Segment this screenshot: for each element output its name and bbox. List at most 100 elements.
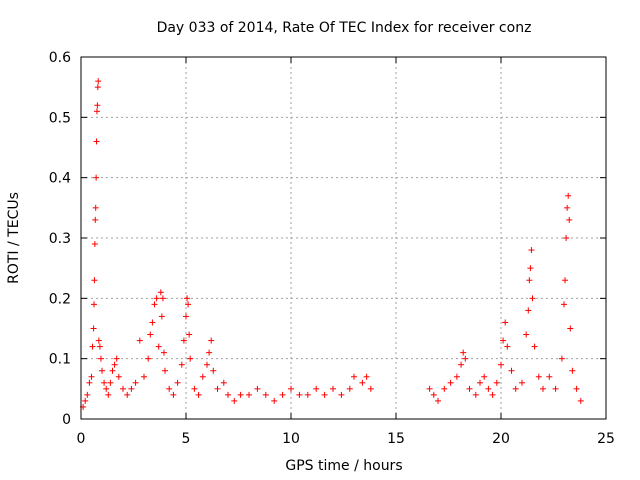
- data-point: [157, 289, 164, 296]
- data-point: [101, 379, 108, 386]
- data-point: [562, 277, 569, 284]
- data-point: [552, 385, 559, 392]
- data-point: [96, 343, 103, 350]
- data-point: [351, 373, 357, 380]
- data-point: [88, 373, 95, 380]
- data-point: [186, 331, 193, 338]
- data-point: [92, 216, 99, 223]
- data-point: [426, 385, 433, 392]
- data-point: [180, 337, 187, 344]
- data-point: [159, 295, 166, 302]
- data-point: [141, 373, 147, 380]
- data-point: [113, 355, 120, 362]
- data-point: [199, 373, 206, 380]
- y-tick-label: 0.3: [49, 231, 71, 247]
- data-point: [208, 337, 215, 344]
- data-point: [99, 367, 105, 374]
- y-axis-label: ROTI / TECUs: [6, 192, 22, 284]
- data-point: [564, 204, 571, 211]
- data-point: [458, 361, 465, 368]
- y-tick-label: 0.1: [49, 352, 71, 368]
- data-point: [90, 325, 97, 332]
- x-tick-label: 20: [492, 431, 510, 447]
- chart-title: Day 033 of 2014, Rate Of TEC Index for r…: [157, 20, 532, 36]
- data-point: [535, 373, 542, 380]
- data-point: [109, 367, 116, 374]
- data-point: [93, 174, 100, 181]
- data-point: [160, 349, 167, 356]
- data-point: [204, 361, 210, 368]
- data-point: [206, 349, 213, 356]
- data-point: [120, 385, 126, 392]
- x-tick-label: 0: [77, 431, 86, 447]
- data-point: [453, 373, 460, 380]
- data-point: [338, 391, 345, 398]
- data-point: [132, 379, 139, 386]
- data-point: [237, 391, 244, 398]
- grid: [81, 57, 606, 419]
- data-point: [262, 391, 269, 398]
- data-point: [481, 373, 488, 380]
- data-point: [563, 235, 570, 241]
- data-point: [502, 319, 509, 326]
- data-point: [498, 361, 504, 368]
- data-point: [567, 325, 574, 332]
- x-tick-label: 10: [282, 431, 300, 447]
- data-point: [526, 277, 533, 284]
- data-point: [447, 379, 454, 386]
- data-point: [149, 319, 156, 326]
- data-point: [86, 379, 93, 386]
- data-point: [94, 102, 101, 109]
- data-point: [296, 391, 303, 398]
- data-point: [178, 361, 185, 368]
- data-point: [430, 391, 437, 398]
- data-point: [107, 379, 114, 386]
- data-point: [187, 355, 194, 362]
- data-point: [214, 385, 221, 392]
- data-point: [528, 247, 535, 254]
- data-point: [435, 397, 441, 404]
- data-point: [279, 391, 286, 398]
- data-point: [254, 385, 261, 392]
- data-point: [288, 385, 294, 392]
- data-point: [460, 349, 467, 356]
- data-point: [546, 373, 553, 380]
- data-point: [220, 379, 227, 386]
- axis-ticks: [80, 56, 607, 420]
- data-point: [462, 355, 469, 362]
- data-point: [246, 391, 252, 398]
- data-point: [145, 355, 152, 362]
- data-point: [153, 295, 160, 302]
- y-tick-label: 0.5: [49, 110, 71, 126]
- data-point: [525, 307, 532, 314]
- data-point: [170, 391, 177, 398]
- data-point: [115, 373, 122, 380]
- data-point: [367, 385, 374, 392]
- data-point: [166, 385, 173, 392]
- data-point: [493, 379, 500, 386]
- data-point: [472, 391, 479, 398]
- data-point: [94, 84, 101, 91]
- data-point: [91, 277, 98, 284]
- data-point: [566, 216, 573, 223]
- data-point: [441, 385, 448, 392]
- y-tick-label: 0.4: [49, 171, 71, 187]
- scatter-marks: [80, 78, 584, 410]
- data-point: [185, 301, 192, 308]
- data-point: [565, 192, 572, 199]
- data-point: [466, 385, 473, 392]
- data-point: [91, 301, 98, 308]
- data-point: [93, 108, 100, 115]
- data-point: [527, 265, 534, 272]
- data-point: [155, 343, 162, 350]
- x-tick-label: 25: [597, 431, 615, 447]
- data-point: [82, 397, 89, 404]
- data-point: [561, 301, 567, 308]
- data-point: [151, 301, 158, 308]
- data-point: [183, 313, 189, 320]
- data-point: [529, 295, 536, 302]
- data-point: [105, 391, 112, 398]
- data-point: [523, 331, 530, 338]
- data-point: [558, 355, 565, 362]
